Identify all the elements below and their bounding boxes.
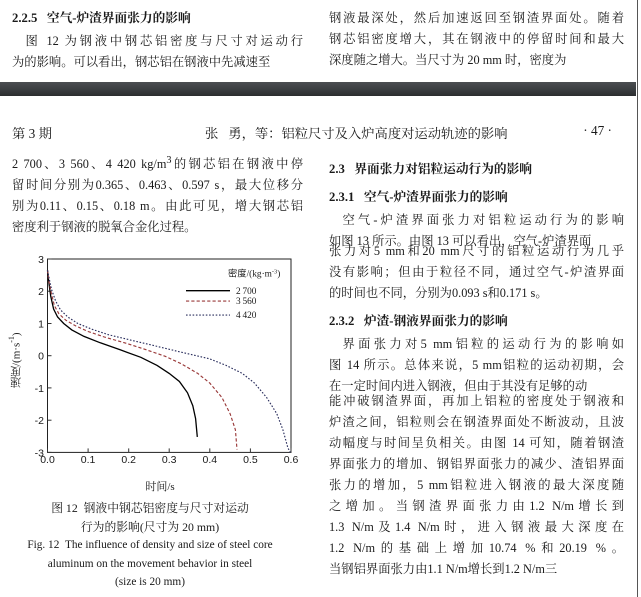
svg-text:3 560: 3 560 (236, 297, 257, 307)
svg-text:1: 1 (38, 319, 44, 331)
svg-text:密度/(kg·m-3): 密度/(kg·m-3) (228, 267, 280, 279)
svg-text:0.4: 0.4 (202, 454, 217, 465)
svg-text:2 700: 2 700 (236, 287, 257, 297)
svg-text:0.5: 0.5 (243, 454, 258, 465)
svg-text:0.0: 0.0 (40, 454, 55, 465)
svg-text:0.3: 0.3 (162, 454, 177, 465)
svg-text:0: 0 (38, 351, 44, 363)
svg-text:4 420: 4 420 (236, 311, 257, 321)
svg-text:0.2: 0.2 (121, 454, 136, 465)
svg-text:0.1: 0.1 (81, 454, 96, 465)
svg-text:0.6: 0.6 (284, 454, 299, 465)
svg-text:3: 3 (38, 255, 44, 266)
svg-text:2: 2 (38, 286, 44, 298)
svg-text:-1: -1 (35, 383, 44, 395)
svg-text:-2: -2 (35, 415, 44, 427)
